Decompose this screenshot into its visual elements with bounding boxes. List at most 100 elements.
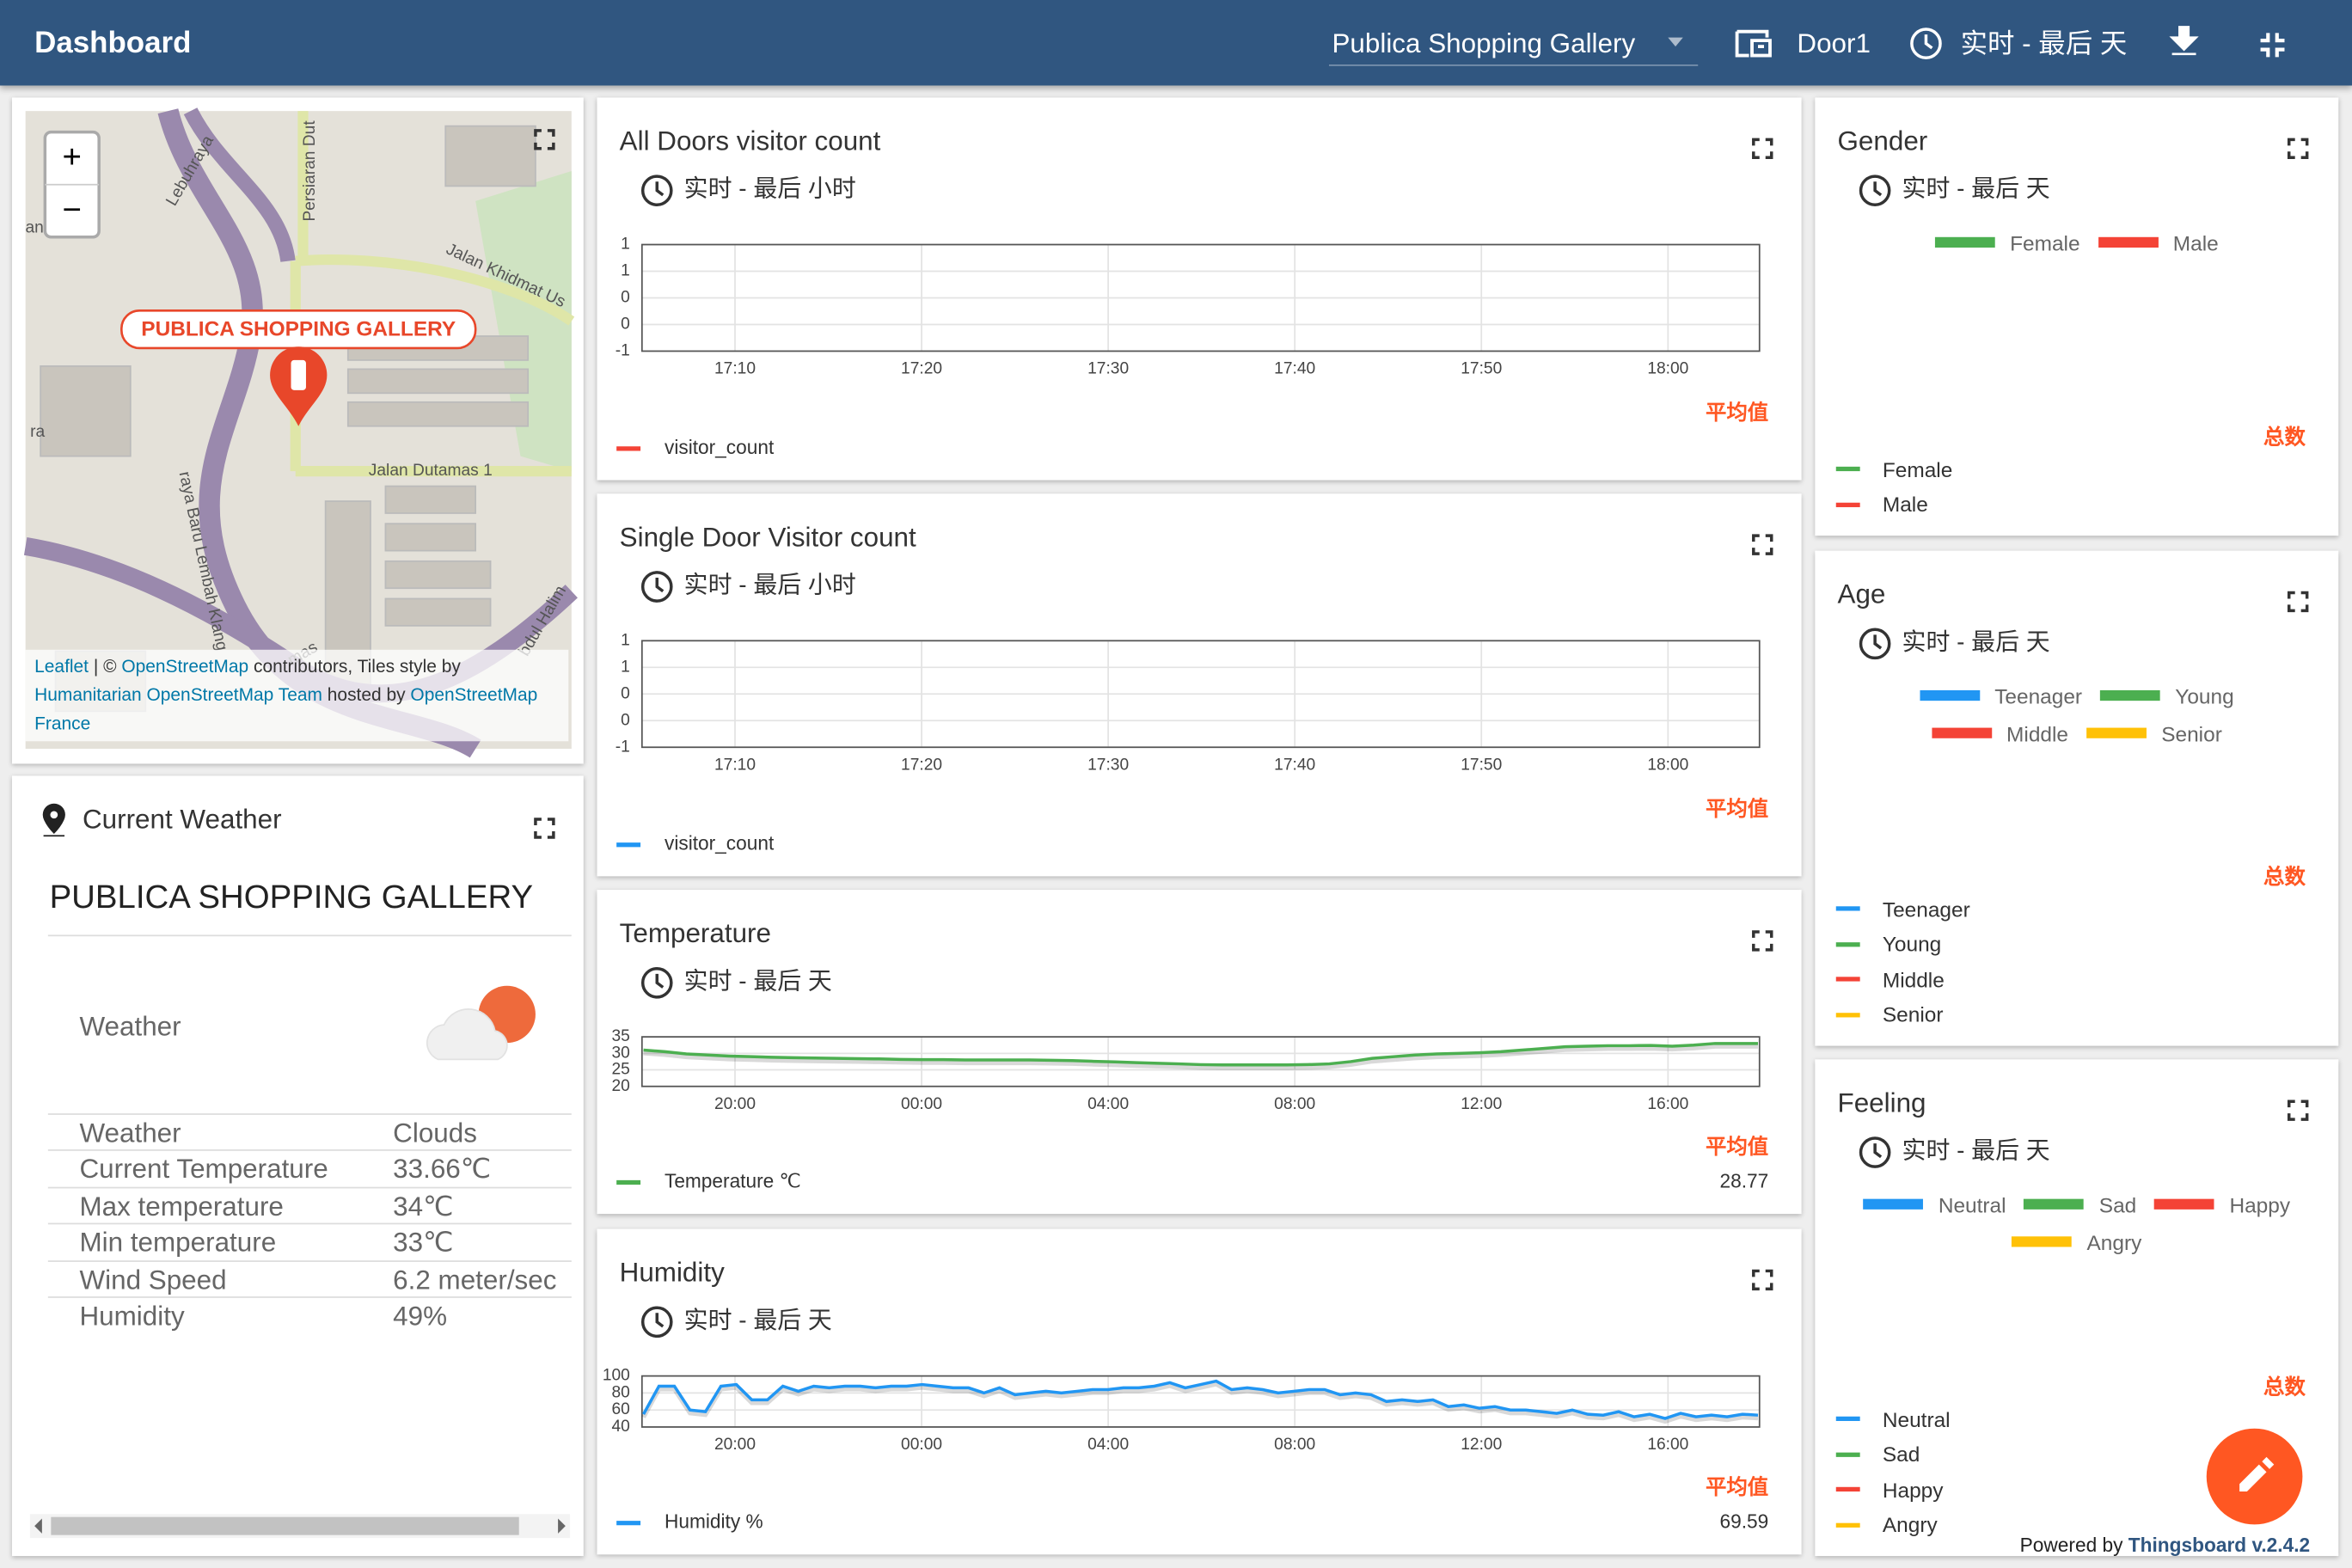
legend-swatch bbox=[2012, 1236, 2073, 1247]
row-divider bbox=[47, 1222, 572, 1225]
pin-icon bbox=[42, 803, 65, 837]
legend-label: visitor_count bbox=[665, 832, 775, 854]
street-label: Persiaran Dut bbox=[301, 120, 319, 222]
row-label: Humidity bbox=[79, 1301, 185, 1332]
clock-hands bbox=[1873, 181, 1883, 197]
fullscreen-button[interactable] bbox=[1752, 138, 1773, 160]
legend-swatch bbox=[2086, 727, 2147, 738]
chart-card: Humidity 实时 - 最后 天 20:00 00:00 04:00 08:00 12:… bbox=[597, 1228, 1802, 1555]
attribution-link[interactable]: OpenStreetMap bbox=[121, 655, 249, 677]
widget-title: Age bbox=[1837, 579, 1886, 609]
widget-title: Humidity bbox=[619, 1257, 725, 1288]
device-shape bbox=[1735, 29, 1772, 58]
legend-label: Neutral bbox=[1938, 1191, 2006, 1216]
list-label: Female bbox=[1882, 456, 1953, 481]
x-tick-label: 00:00 bbox=[901, 1436, 942, 1454]
clock-face bbox=[640, 175, 673, 207]
fullscreen-button[interactable] bbox=[534, 129, 555, 150]
row-value: 33.66℃ bbox=[393, 1154, 492, 1185]
y-tick-label: 1 bbox=[621, 262, 630, 280]
y-tick-label: 0 bbox=[621, 711, 630, 729]
row-label: Wind Speed bbox=[79, 1264, 227, 1295]
edit-button[interactable] bbox=[2206, 1428, 2303, 1525]
timewindow: 实时 - 最后 小时 bbox=[683, 573, 856, 599]
fullscreen-button[interactable] bbox=[1752, 534, 1773, 555]
zoom-in-button[interactable]: + bbox=[63, 138, 82, 175]
legend-label: Young bbox=[2175, 683, 2234, 708]
row-divider bbox=[47, 1186, 572, 1189]
legend: Neutral Sad Happy Angry bbox=[1815, 1185, 2338, 1260]
fullscreen-button[interactable] bbox=[2287, 138, 2309, 160]
list-label: Sad bbox=[1882, 1442, 1920, 1467]
legend: Teenager Young Middle Senior bbox=[1815, 677, 2338, 751]
dropdown-arrow bbox=[1668, 37, 1683, 47]
x-tick-label: 20:00 bbox=[714, 1095, 756, 1113]
row-value: 6.2 meter/sec bbox=[393, 1264, 557, 1295]
building bbox=[384, 560, 492, 590]
total-header: 总数 bbox=[2263, 424, 2306, 449]
list-label: Senior bbox=[1882, 1001, 1944, 1026]
timewindow[interactable]: 实时 - 最后 天 bbox=[1960, 28, 2128, 59]
marker-icon bbox=[291, 359, 306, 390]
clock-hands bbox=[655, 181, 665, 197]
series-line-shadow bbox=[643, 1044, 1759, 1070]
fullscreen-button[interactable] bbox=[2287, 591, 2309, 613]
y-tick-label: 0 bbox=[621, 315, 630, 334]
entity-select[interactable]: Publica Shopping Gallery bbox=[1332, 28, 1636, 59]
y-tick-label: 1 bbox=[621, 236, 630, 254]
chart-card: All Doors visitor count 实时 - 最后 小时 17:10 17… bbox=[597, 97, 1802, 481]
attribution-link[interactable]: Leaflet bbox=[34, 655, 89, 677]
y-tick-label: 60 bbox=[612, 1400, 630, 1418]
clock-hands bbox=[1924, 34, 1933, 50]
exit-fullscreen-button[interactable] bbox=[2260, 33, 2285, 58]
map-attribution: Leaflet | © OpenStreetMap contributors, … bbox=[25, 649, 569, 742]
legend-swatch bbox=[2098, 236, 2159, 248]
scroll-arrows bbox=[34, 1518, 566, 1534]
widget-title: Gender bbox=[1837, 126, 1928, 156]
street-label: ra bbox=[30, 423, 45, 441]
y-tick-label: -1 bbox=[616, 342, 630, 360]
fullscreen-button[interactable] bbox=[534, 818, 555, 839]
legend-label: Sad bbox=[2098, 1191, 2137, 1216]
row-value: 33℃ bbox=[393, 1228, 454, 1259]
clock-face bbox=[1859, 1136, 1891, 1168]
widget-title: Single Door Visitor count bbox=[619, 522, 916, 553]
attribution-link[interactable]: OpenStreetMap France bbox=[34, 683, 538, 734]
download-icon bbox=[2169, 26, 2199, 56]
zoom-out-button[interactable]: − bbox=[63, 191, 82, 228]
row-label: Max temperature bbox=[79, 1191, 284, 1222]
fullscreen-button[interactable] bbox=[1752, 1269, 1773, 1291]
line-chart: 17:10 17:20 17:30 17:40 17:50 18:00 1 1 0 0 -1 平均值 v… bbox=[616, 631, 1768, 854]
y-tick-label: 80 bbox=[612, 1383, 630, 1401]
chart-card: Temperature 实时 - 最后 天 20:00 00:00 04:00 08:00… bbox=[597, 890, 1802, 1215]
row-value: Clouds bbox=[393, 1118, 477, 1148]
x-tick-label: 04:00 bbox=[1087, 1436, 1129, 1454]
row-value: 34℃ bbox=[393, 1191, 454, 1222]
download-button[interactable] bbox=[2169, 26, 2199, 57]
clock-icon bbox=[640, 571, 673, 603]
widget-title: All Doors visitor count bbox=[619, 126, 881, 156]
list-label: Happy bbox=[1882, 1477, 1944, 1502]
version-link[interactable]: Thingsboard v.2.4.2 bbox=[2128, 1533, 2311, 1557]
total-header: 总数 bbox=[2263, 863, 2306, 888]
y-tick-label: 20 bbox=[612, 1077, 630, 1095]
map-card: Lebuhraya Persiaran Dut Jalan Khidmat Us Ja… bbox=[11, 97, 584, 764]
legend-item: Teenager bbox=[1919, 677, 2082, 714]
fullscreen-button[interactable] bbox=[2287, 1099, 2309, 1121]
y-tick-label: 30 bbox=[612, 1044, 630, 1062]
attribution-link[interactable]: Humanitarian OpenStreetMap Team bbox=[34, 683, 322, 706]
chart-card: Single Door Visitor count 实时 - 最后 小时 17:10… bbox=[597, 493, 1802, 877]
legend-item: Male bbox=[2098, 224, 2219, 261]
powered-by: Powered by bbox=[2019, 1533, 2123, 1557]
y-tick-label: 35 bbox=[612, 1027, 630, 1045]
fullscreen-button[interactable] bbox=[1752, 930, 1773, 952]
pin bbox=[42, 803, 65, 837]
device-name[interactable]: Door1 bbox=[1797, 28, 1871, 59]
fullscreen-icon bbox=[2287, 591, 2309, 613]
fullscreen-icon bbox=[1752, 138, 1773, 160]
timewindow: 实时 - 最后 天 bbox=[1902, 1138, 2050, 1165]
street-label: an bbox=[25, 218, 43, 236]
fullscreen-icon bbox=[534, 129, 555, 150]
